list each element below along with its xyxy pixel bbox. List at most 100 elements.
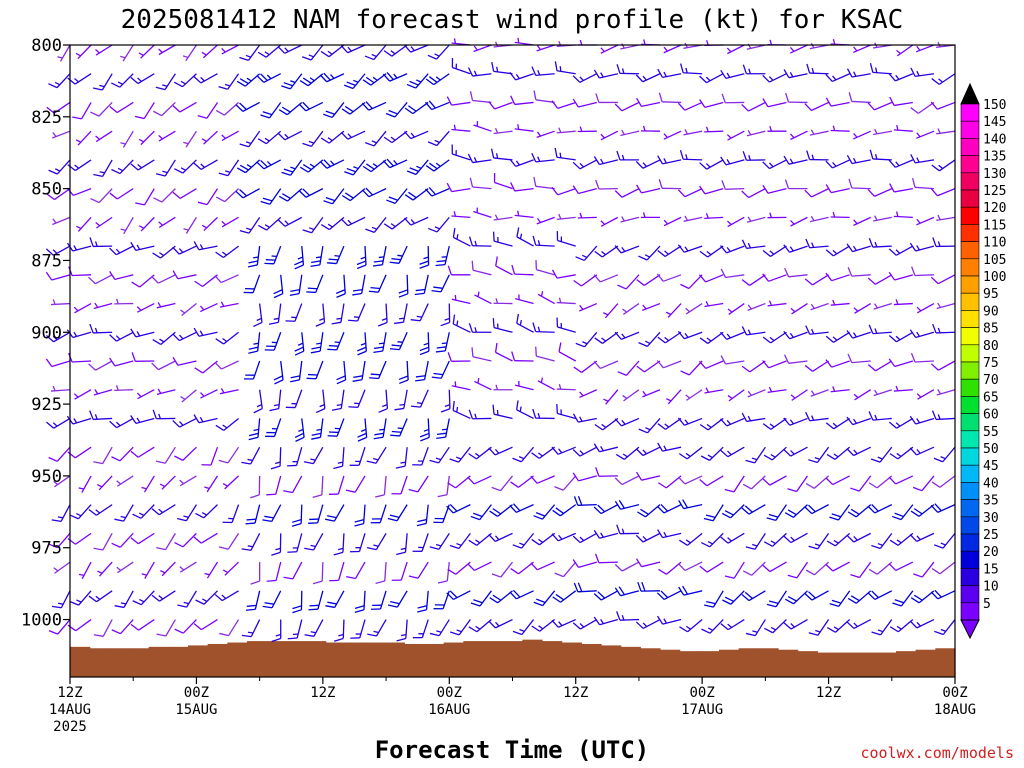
wind-barb bbox=[336, 360, 347, 385]
wind-barb bbox=[678, 585, 703, 596]
wind-barb bbox=[641, 212, 660, 219]
terrain-column bbox=[817, 652, 838, 677]
terrain-column bbox=[915, 649, 936, 677]
wind-barb bbox=[638, 418, 661, 434]
wind-barb bbox=[512, 446, 535, 463]
wind-barb bbox=[320, 216, 345, 231]
wind-barb bbox=[197, 188, 219, 206]
wind-barb bbox=[215, 417, 239, 431]
wind-barb bbox=[236, 73, 261, 87]
wind-barb bbox=[594, 245, 619, 258]
wind-barb bbox=[556, 317, 576, 333]
wind-barb bbox=[679, 149, 703, 161]
wind-barb bbox=[677, 417, 703, 426]
wind-barb bbox=[436, 418, 450, 439]
wind-barb bbox=[767, 212, 787, 219]
wind-barb bbox=[294, 246, 305, 270]
wind-barb bbox=[806, 63, 829, 75]
wind-barb bbox=[75, 130, 92, 146]
wind-barb bbox=[451, 381, 471, 391]
colorbar-label: 145 bbox=[983, 115, 1006, 130]
wind-barb bbox=[357, 418, 368, 442]
terrain-column bbox=[758, 648, 779, 677]
wind-barb bbox=[699, 185, 724, 195]
wind-barb bbox=[635, 184, 661, 194]
wind-barb bbox=[88, 274, 113, 285]
wind-barb bbox=[138, 130, 155, 146]
colorbar-label: 45 bbox=[983, 459, 999, 474]
wind-barb bbox=[415, 360, 429, 382]
wind-barb bbox=[825, 73, 850, 83]
wind-barb bbox=[704, 126, 724, 133]
wind-barb bbox=[699, 159, 724, 170]
wind-barb bbox=[333, 447, 345, 470]
wind-barb bbox=[805, 238, 829, 249]
wind-barb bbox=[109, 417, 134, 429]
wind-barb bbox=[425, 100, 450, 111]
wind-barb bbox=[622, 389, 640, 402]
wind-barb bbox=[291, 504, 303, 527]
wind-barb bbox=[266, 561, 282, 582]
colorbar-label: 115 bbox=[983, 218, 1006, 233]
wind-barb bbox=[936, 128, 956, 135]
y-tick-label: 825 bbox=[31, 108, 62, 128]
wind-barb bbox=[594, 331, 619, 344]
wind-barb bbox=[704, 213, 724, 220]
wind-barb bbox=[48, 532, 71, 549]
wind-barb bbox=[829, 590, 851, 608]
wind-barb bbox=[95, 216, 113, 229]
wind-barb bbox=[195, 504, 218, 519]
wind-barb bbox=[333, 533, 345, 556]
wind-barb bbox=[552, 504, 577, 517]
wind-barb bbox=[742, 64, 766, 75]
wind-barb bbox=[356, 246, 367, 270]
terrain-column bbox=[856, 652, 877, 677]
wind-barb bbox=[134, 102, 155, 120]
wind-barb bbox=[66, 242, 92, 252]
wind-barb bbox=[745, 446, 766, 464]
wind-barb bbox=[848, 178, 871, 190]
wind-barb bbox=[614, 331, 640, 340]
wind-barb bbox=[600, 130, 619, 141]
wind-barb bbox=[930, 274, 956, 285]
wind-barb bbox=[790, 389, 808, 401]
wind-barb bbox=[271, 533, 282, 556]
wind-barb bbox=[373, 418, 387, 440]
wind-barb bbox=[810, 302, 829, 311]
wind-barb bbox=[663, 130, 682, 140]
wind-barb bbox=[135, 188, 155, 206]
wind-barb bbox=[727, 216, 745, 228]
wind-barb bbox=[264, 245, 282, 265]
wind-barb bbox=[369, 360, 387, 380]
wind-barb bbox=[699, 331, 724, 344]
colorbar-segment bbox=[960, 550, 980, 569]
wind-barb bbox=[494, 342, 513, 362]
wind-barb bbox=[329, 561, 345, 582]
wind-barb bbox=[677, 475, 703, 485]
wind-barb bbox=[825, 359, 850, 368]
wind-barb bbox=[867, 101, 893, 111]
wind-barb bbox=[408, 561, 429, 579]
wind-barb bbox=[888, 417, 914, 429]
wind-barb bbox=[847, 353, 871, 364]
wind-barb bbox=[930, 188, 956, 197]
terrain-column bbox=[227, 642, 248, 677]
wind-barb bbox=[530, 475, 555, 484]
wind-barb bbox=[763, 532, 787, 547]
wind-barb bbox=[516, 313, 534, 333]
wind-barb bbox=[51, 385, 71, 392]
wind-barb bbox=[218, 159, 240, 177]
wind-barb bbox=[366, 446, 387, 464]
wind-barb bbox=[214, 274, 239, 284]
wind-barb bbox=[151, 504, 176, 516]
wind-barb bbox=[260, 102, 282, 119]
wind-barb bbox=[95, 130, 113, 143]
wind-barb bbox=[141, 475, 155, 493]
wind-barb bbox=[826, 532, 851, 547]
wind-barb bbox=[830, 386, 850, 393]
wind-barb bbox=[155, 159, 176, 177]
colorbar-label: 55 bbox=[983, 425, 999, 440]
wind-barb bbox=[829, 504, 851, 521]
wind-barb bbox=[412, 446, 429, 466]
wind-barb bbox=[130, 446, 155, 458]
